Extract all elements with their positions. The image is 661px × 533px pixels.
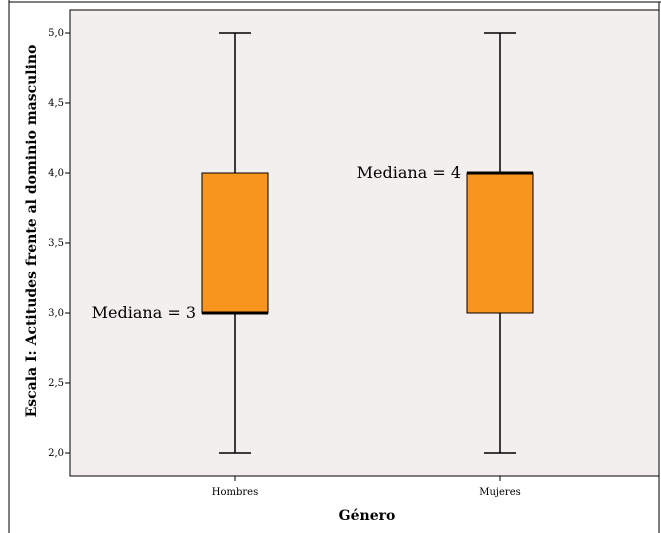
iqr-box xyxy=(466,172,534,314)
x-axis: Hombres Mujeres xyxy=(212,476,521,498)
boxplot-mujeres xyxy=(466,32,534,454)
boxplot-hombres xyxy=(201,32,269,454)
y-tick-label: 2,0 xyxy=(48,448,64,459)
y-tick-label: 5,0 xyxy=(48,28,64,39)
x-tick-label: Hombres xyxy=(212,487,258,498)
y-axis-label: Escala I: Actitudes frente al dominio ma… xyxy=(24,45,40,418)
plot-area xyxy=(69,9,660,477)
x-tick-label: Mujeres xyxy=(479,487,521,498)
y-tick-label: 2,5 xyxy=(48,378,64,389)
annotations: Mediana = 3 Mediana = 4 xyxy=(92,163,461,322)
median-annotation: Mediana = 4 xyxy=(357,163,461,182)
boxplots xyxy=(201,32,534,454)
x-axis-label: Género xyxy=(339,508,396,524)
median-annotation: Mediana = 3 xyxy=(92,303,196,322)
iqr-box xyxy=(201,172,269,314)
y-axis: 2,0 2,5 3,0 3,5 4,0 4,5 5,0 xyxy=(48,28,70,459)
y-tick-label: 4,0 xyxy=(48,168,64,179)
y-tick-label: 3,0 xyxy=(48,308,64,319)
y-tick-label: 3,5 xyxy=(48,238,64,249)
y-tick-label: 4,5 xyxy=(48,98,64,109)
